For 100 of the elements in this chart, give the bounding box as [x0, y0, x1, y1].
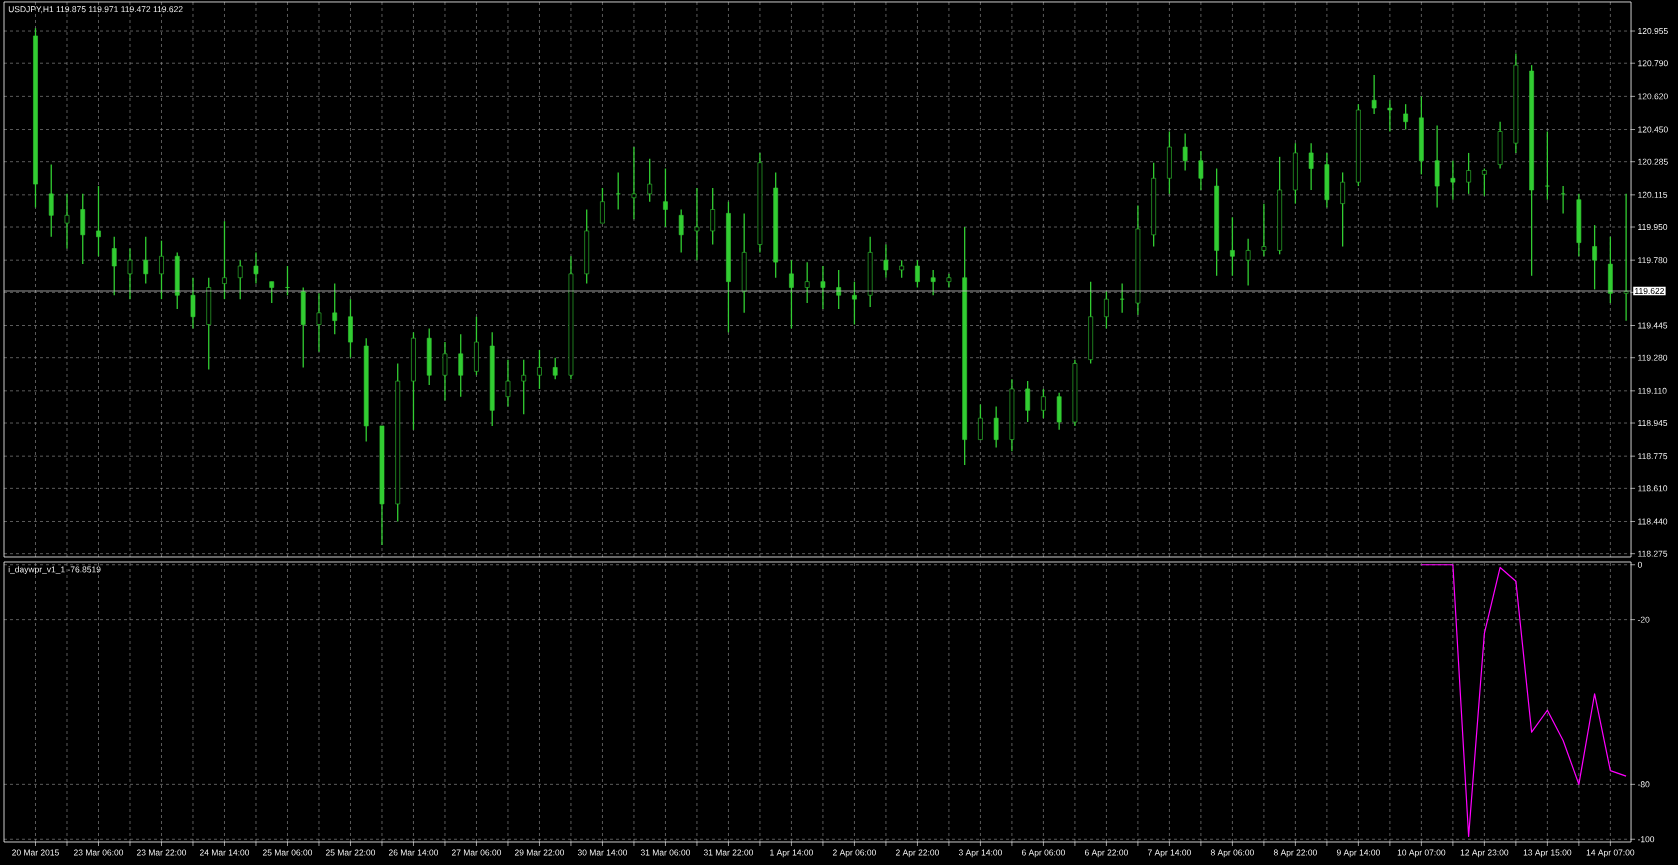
- x-tick-label: 3 Apr 14:00: [958, 849, 1002, 858]
- x-tick-label: 14 Apr 07:00: [1586, 849, 1635, 858]
- x-tick-label: 8 Apr 06:00: [1210, 849, 1254, 858]
- candlestick: [552, 357, 558, 380]
- candlestick: [521, 358, 527, 415]
- candlestick: [1340, 171, 1345, 248]
- chart-title: i_daywpr_v1_1 -76.8519: [8, 566, 101, 575]
- candlestick: [1623, 193, 1629, 322]
- y-tick-label: 118.945: [1638, 420, 1668, 427]
- chart-title: USDJPY,H1 119.875 119.971 119.472 119.622: [8, 6, 183, 14]
- candlestick: [1545, 130, 1550, 201]
- y-tick-label: 119.950: [1638, 224, 1668, 231]
- y-tick-label: -80: [1637, 781, 1650, 788]
- x-tick-label: 25 Mar 22:00: [325, 849, 376, 856]
- candlestick: [1466, 152, 1471, 195]
- candlestick: [537, 349, 542, 390]
- candlestick: [1482, 167, 1487, 197]
- y-tick-label: 119.110: [1638, 387, 1667, 394]
- x-tick-label: 30 Mar 14:00: [577, 849, 628, 856]
- y-tick-label: 118.775: [1638, 453, 1668, 460]
- x-tick-label: 24 Mar 14:00: [199, 849, 250, 856]
- x-tick-label: 23 Mar 22:00: [136, 849, 187, 856]
- candlestick: [1450, 160, 1456, 201]
- x-tick-label: 25 Mar 06:00: [262, 849, 313, 856]
- candlestick: [1245, 238, 1251, 287]
- candlestick: [442, 341, 448, 402]
- candlestick: [316, 292, 322, 353]
- candlestick: [820, 265, 826, 310]
- candlestick: [1261, 202, 1267, 257]
- candlestick: [159, 240, 164, 300]
- candlestick: [458, 333, 464, 398]
- x-tick-label: 7 Apr 14:00: [1147, 849, 1191, 858]
- x-tick-label: 8 Apr 22:00: [1273, 849, 1317, 858]
- candlestick: [993, 405, 999, 449]
- candlestick: [1025, 380, 1031, 423]
- candlestick: [678, 208, 684, 254]
- y-tick-label: 120.955: [1638, 28, 1668, 35]
- candlestick: [64, 193, 70, 250]
- candlestick: [1371, 74, 1377, 115]
- candlestick: [1198, 150, 1204, 191]
- candlestick: [883, 243, 889, 279]
- candlestick: [1041, 388, 1046, 419]
- candlestick: [96, 185, 101, 257]
- x-tick-label: 10 Apr 07:00: [1397, 849, 1446, 858]
- candlestick: [111, 236, 117, 296]
- candlestick: [631, 146, 637, 220]
- x-tick-label: 31 Mar 22:00: [703, 849, 754, 856]
- x-tick-label: 6 Apr 06:00: [1021, 849, 1065, 858]
- x-tick-label: 31 Mar 06:00: [640, 849, 691, 856]
- x-tick-label: 26 Mar 14:00: [388, 849, 439, 856]
- candlestick: [1104, 290, 1109, 330]
- candlestick: [1182, 132, 1188, 172]
- x-tick-label: 20 Mar 2015: [12, 849, 59, 856]
- candlestick: [930, 269, 936, 296]
- y-tick-label: 119.280: [1638, 354, 1668, 361]
- candlestick: [1592, 224, 1597, 291]
- candlestick: [852, 280, 857, 326]
- candlestick: [789, 259, 794, 330]
- y-tick-label: 0: [1637, 561, 1642, 568]
- candlestick: [804, 261, 810, 304]
- candlestick: [694, 187, 700, 261]
- candlestick: [836, 269, 842, 310]
- y-tick-label: 120.115: [1638, 191, 1668, 198]
- x-tick-label: 29 Mar 22:00: [514, 849, 565, 856]
- candlestick: [237, 259, 243, 300]
- candlestick: [127, 247, 133, 300]
- candlestick: [978, 403, 983, 441]
- x-tick-label: 2 Apr 22:00: [895, 849, 939, 858]
- candlestick: [647, 158, 653, 203]
- y-tick-label: 120.450: [1638, 126, 1668, 133]
- x-tick-label: 27 Mar 06:00: [451, 849, 502, 856]
- candlestick: [505, 358, 511, 408]
- candlestick: [253, 251, 259, 285]
- x-tick-label: 2 Apr 06:00: [832, 849, 876, 858]
- candlestick: [1560, 185, 1566, 215]
- candlestick: [48, 163, 54, 238]
- y-tick-label: 120.790: [1638, 60, 1668, 67]
- x-tick-label: 6 Apr 22:00: [1084, 849, 1128, 858]
- y-tick-label: -100: [1637, 836, 1655, 843]
- candlestick: [915, 259, 920, 289]
- candlestick: [615, 171, 621, 211]
- x-tick-label: 23 Mar 06:00: [73, 849, 124, 856]
- candlestick: [269, 280, 275, 304]
- candlestick: [710, 187, 716, 246]
- y-tick-label: 120.620: [1638, 93, 1668, 100]
- y-tick-label: 119.445: [1638, 322, 1668, 329]
- x-tick-label: 13 Apr 15:00: [1523, 849, 1572, 858]
- y-tick-label: 118.440: [1638, 518, 1668, 525]
- y-tick-label: 118.275: [1638, 550, 1668, 557]
- y-tick-label: 118.610: [1638, 485, 1668, 492]
- candlestick: [1387, 99, 1393, 133]
- candlestick: [1308, 142, 1314, 191]
- ref-line-label: 119.622: [1635, 288, 1664, 294]
- candlestick: [222, 220, 227, 300]
- candlestick: [332, 282, 338, 335]
- x-tick-label: 9 Apr 14:00: [1336, 849, 1380, 858]
- candlestick: [285, 265, 290, 296]
- x-tick-label: 1 Apr 14:00: [770, 849, 813, 858]
- candlestick: [1119, 282, 1125, 314]
- candlestick: [143, 236, 149, 285]
